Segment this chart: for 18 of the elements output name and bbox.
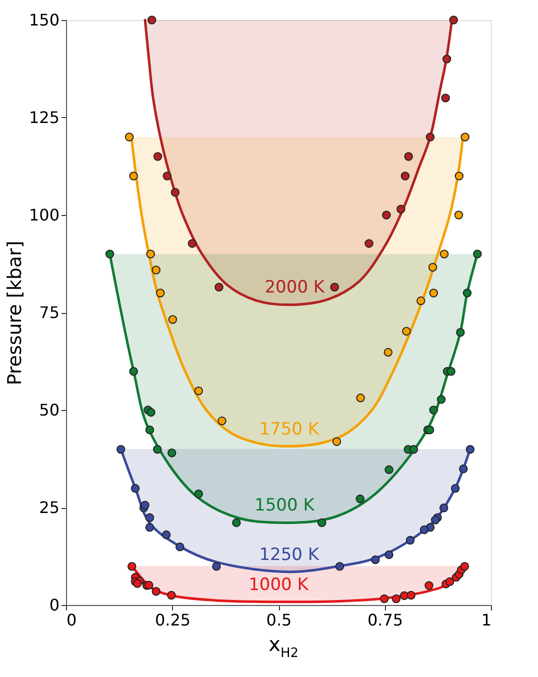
y-tick-label: 150 — [28, 10, 60, 30]
x-tick-label: 0 — [66, 610, 77, 630]
y-axis-title: Pressure [kbar] — [4, 240, 26, 386]
y-tick-label: 0 — [49, 596, 60, 614]
x-tick-label: 0.25 — [154, 610, 191, 630]
x-tick-label: 1 — [481, 610, 492, 630]
series-label: 2000 K — [264, 278, 326, 298]
y-tick-label: 75 — [39, 303, 60, 322]
x-tick-label: 0.5 — [266, 610, 292, 630]
y-tick-label: 50 — [39, 400, 60, 420]
series-label: 1250 K — [259, 544, 320, 565]
series-label: 1750 K — [259, 419, 320, 440]
series-label: 1500 K — [254, 496, 316, 516]
series-label: 1000 K — [248, 574, 310, 595]
y-tick-label: 25 — [39, 498, 60, 517]
y-tick-label: 100 — [28, 206, 60, 224]
x-tick-label: 0.75 — [367, 610, 404, 630]
y-tick-label: 125 — [28, 108, 60, 127]
